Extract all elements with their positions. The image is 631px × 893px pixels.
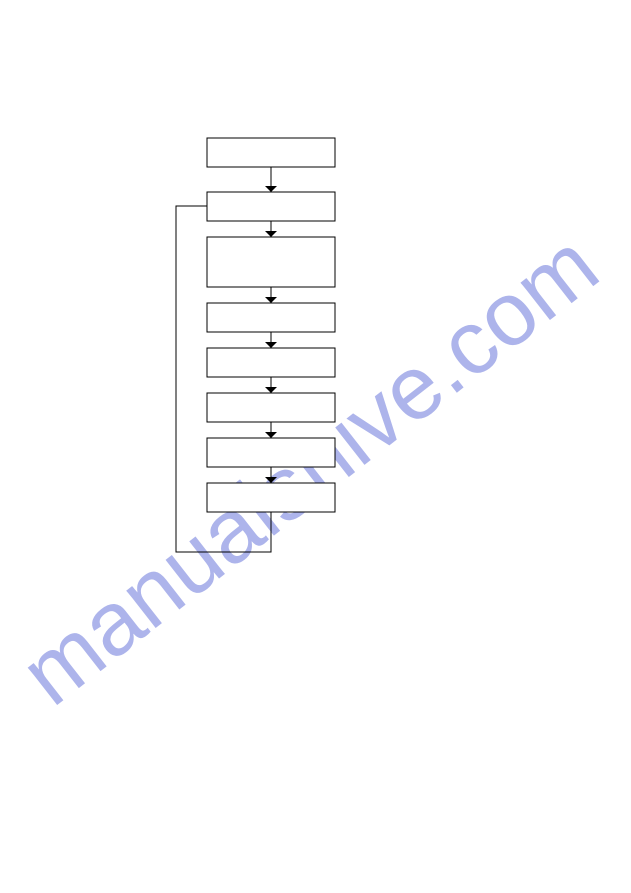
flow-box	[207, 138, 335, 167]
flow-box	[207, 303, 335, 332]
flow-box	[207, 348, 335, 377]
flowchart-svg	[0, 0, 631, 893]
flow-arrowhead	[265, 387, 277, 393]
flow-box	[207, 192, 335, 221]
flow-arrowhead	[265, 432, 277, 438]
flow-box	[207, 237, 335, 287]
flow-box	[207, 438, 335, 467]
flow-arrowhead	[265, 342, 277, 348]
flow-box	[207, 483, 335, 512]
flow-arrowhead	[265, 297, 277, 303]
flow-arrowhead	[265, 231, 277, 237]
flow-arrowhead	[265, 477, 277, 483]
flow-box	[207, 393, 335, 422]
flow-arrowhead	[265, 186, 277, 192]
